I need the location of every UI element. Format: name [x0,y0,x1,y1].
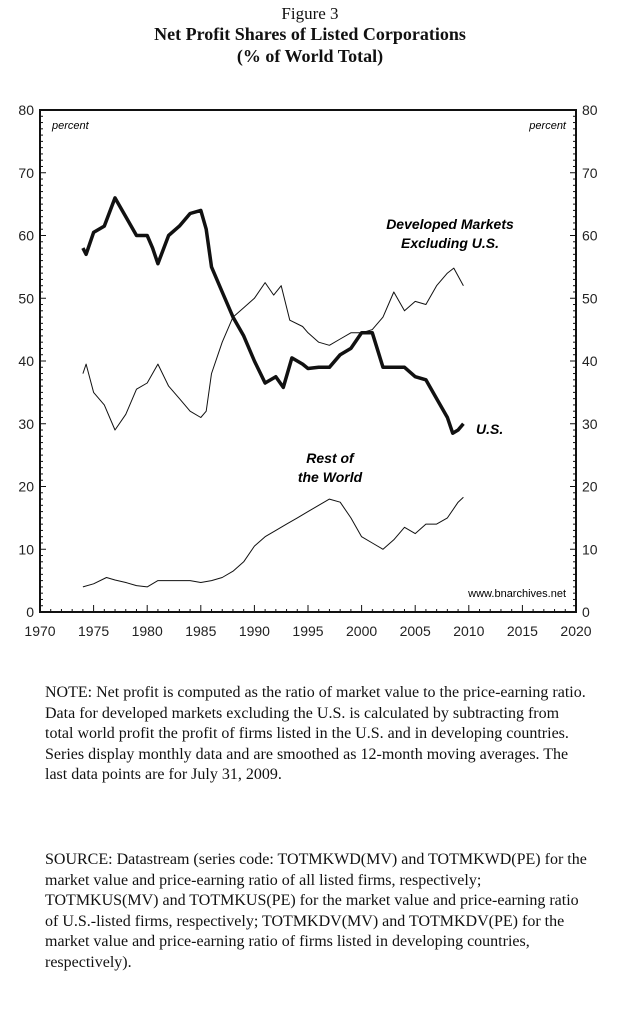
series-label-1: Excluding U.S. [401,235,499,251]
x-tick-label: 1980 [132,623,163,639]
figure-label: Figure 3 [281,4,339,23]
x-tick-label: 1990 [239,623,270,639]
x-tick-label: 1975 [78,623,109,639]
y-tick-label-right: 40 [582,353,598,369]
x-tick-label: 1995 [292,623,323,639]
y-tick-label-right: 10 [582,541,598,557]
chart-subtitle: (% of World Total) [236,46,384,66]
series-line-0 [81,196,465,435]
y-tick-label-right: 60 [582,228,598,244]
y-tick-label-right: 50 [582,290,598,306]
y-tick-label-left: 0 [26,604,34,620]
y-tick-label-left: 80 [18,102,34,118]
source-text: SOURCE: Datastream (series code: TOTMKWD… [45,851,587,971]
note-text: NOTE: Net profit is computed as the rati… [45,684,586,783]
y-tick-label-right: 0 [582,604,590,620]
x-tick-label: 1985 [185,623,216,639]
x-tick-label: 2000 [346,623,377,639]
y-tick-label-right: 30 [582,416,598,432]
y-axis-label-left: percent [51,120,90,132]
watermark: www.bnarchives.net [467,588,566,600]
series-label-2: the World [298,469,363,485]
x-tick-label: 1970 [24,623,55,639]
y-tick-label-left: 60 [18,228,34,244]
y-tick-label-left: 70 [18,165,34,181]
series-line-2 [82,496,464,588]
x-tick-label: 2020 [560,623,591,639]
y-tick-label-left: 40 [18,353,34,369]
x-tick-label: 2010 [453,623,484,639]
y-tick-label-left: 10 [18,541,34,557]
series-label-1: Developed Markets [386,216,514,232]
series-label-2: Rest of [306,450,355,466]
y-tick-label-left: 20 [18,479,34,495]
y-axis-label-right: percent [528,120,567,132]
series-line-1 [82,267,464,431]
y-tick-label-right: 70 [582,165,598,181]
chart-title: Net Profit Shares of Listed Corporations [154,24,466,44]
x-tick-label: 2005 [400,623,431,639]
y-tick-label-right: 20 [582,479,598,495]
y-tick-label-left: 30 [18,416,34,432]
series-label-0: U.S. [476,421,503,437]
x-tick-label: 2015 [507,623,538,639]
plot-frame [39,109,577,613]
y-tick-label-right: 80 [582,102,598,118]
y-tick-label-left: 50 [18,290,34,306]
